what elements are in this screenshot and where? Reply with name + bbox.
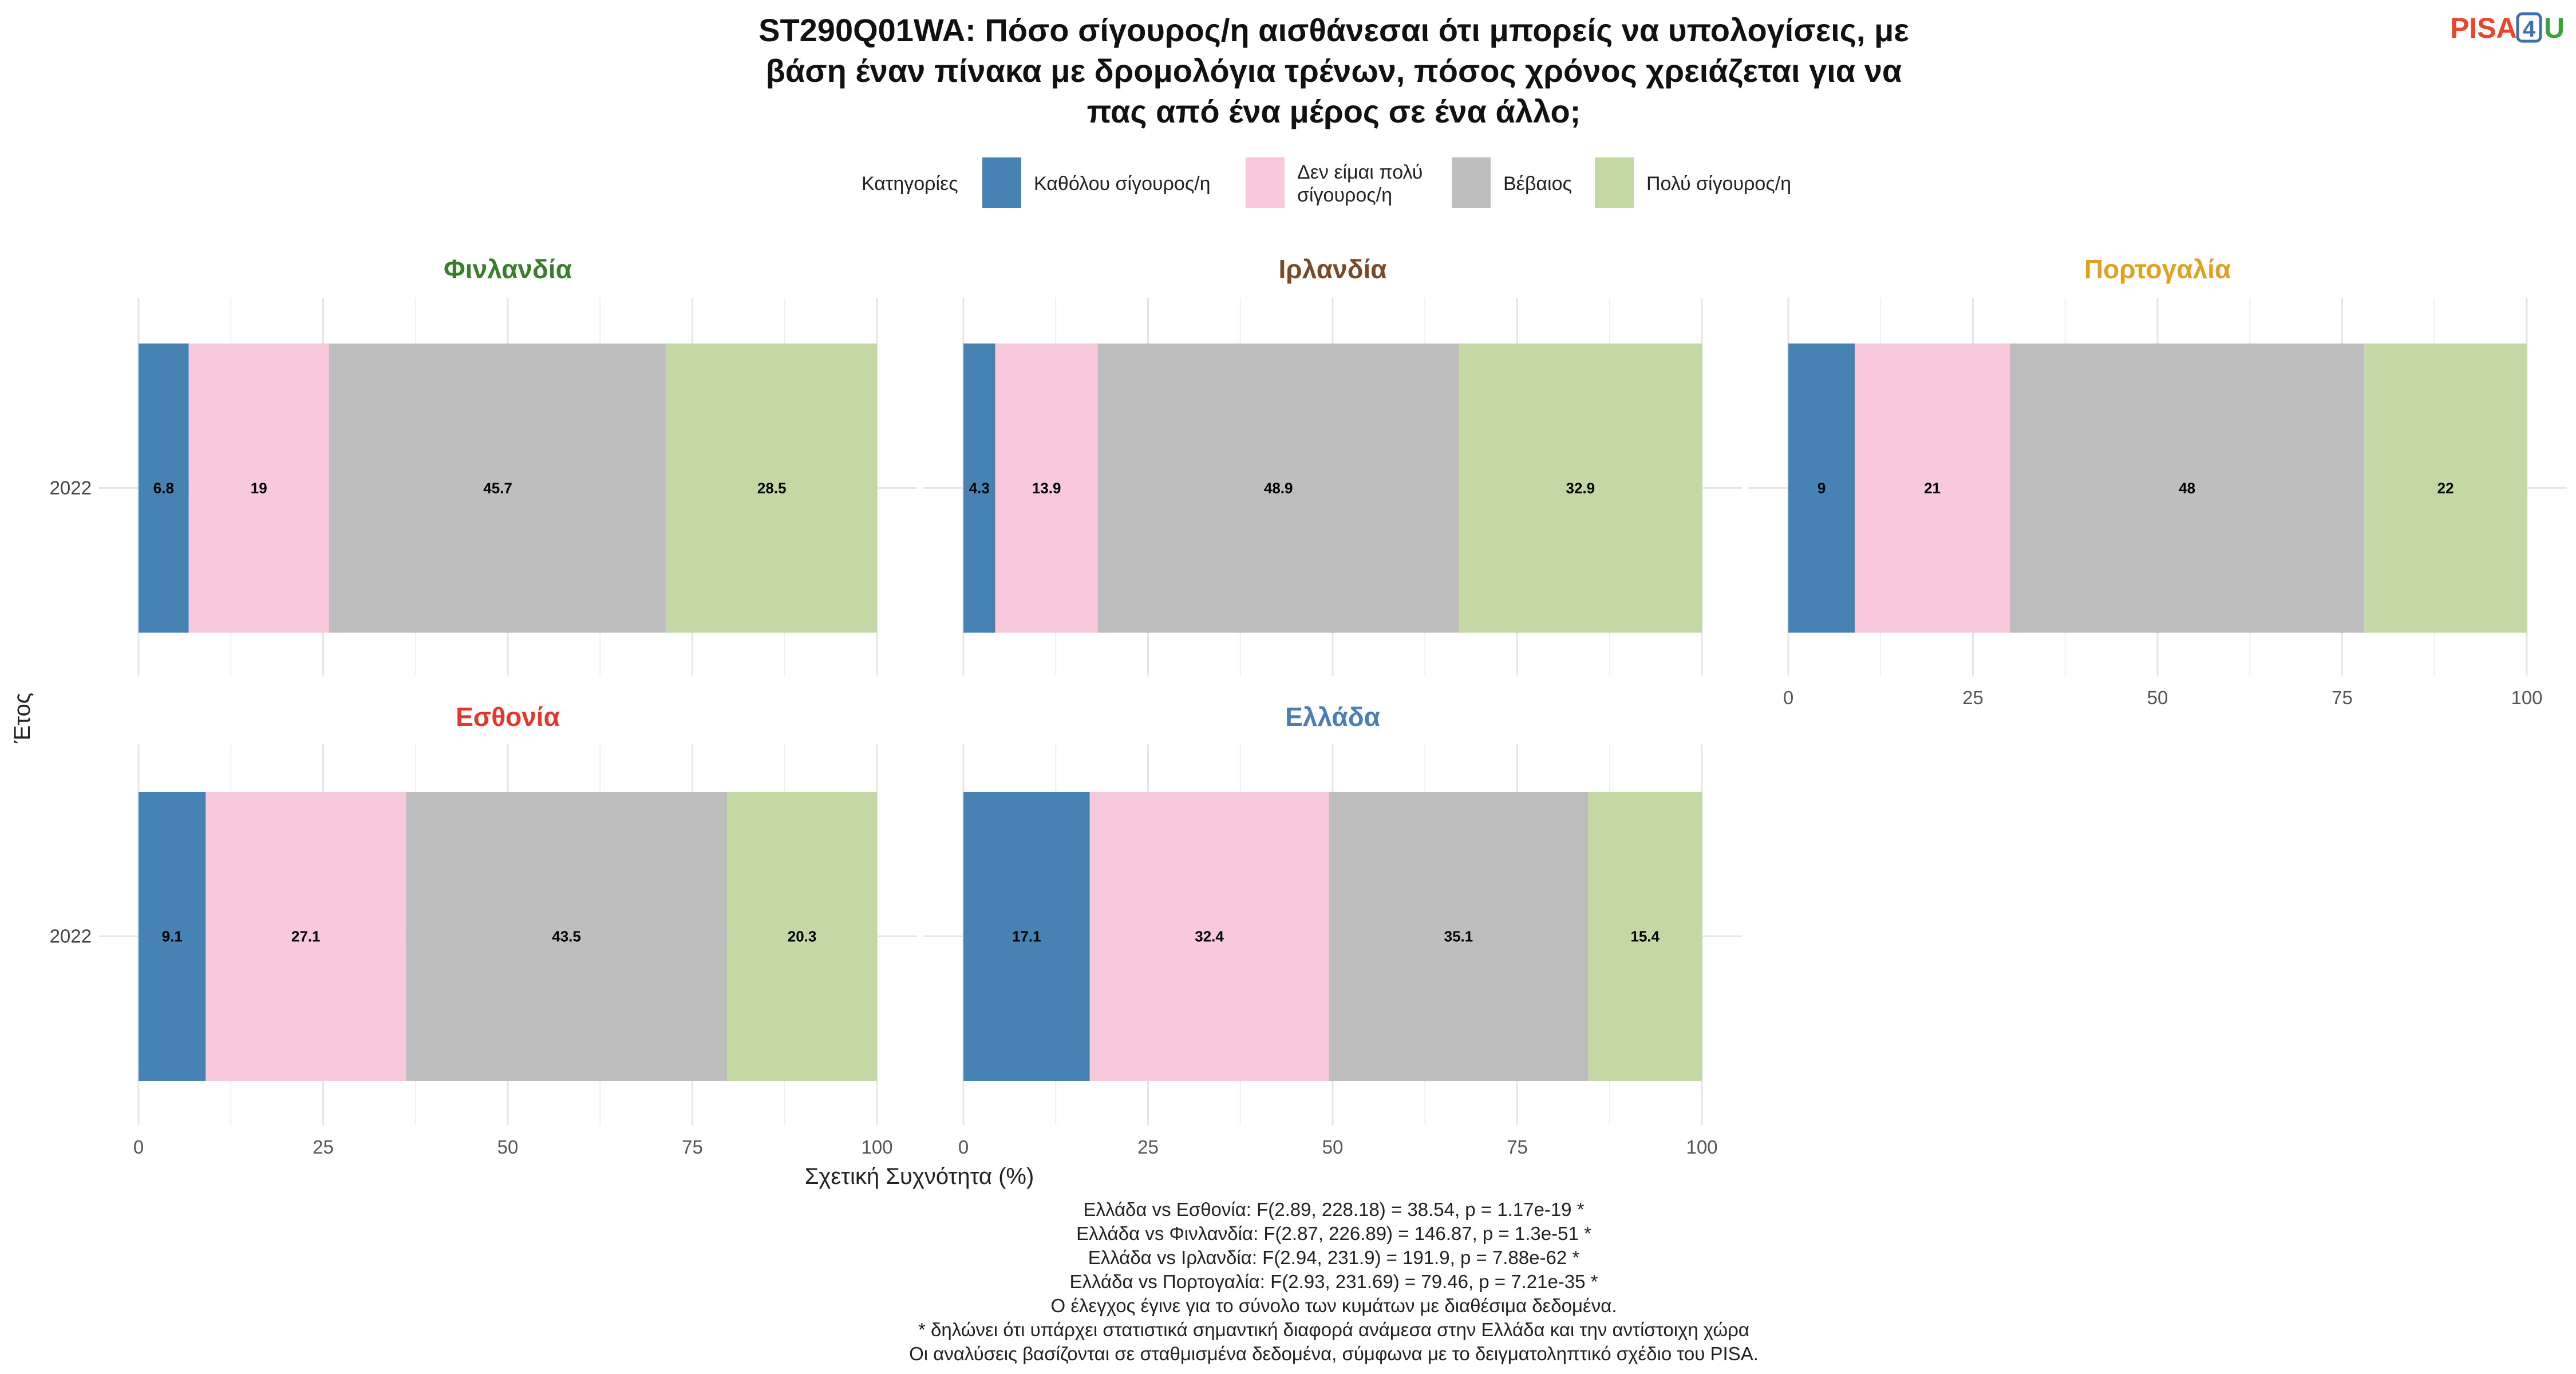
panel-2: Ιρλανδία 4.3 13.9 48.9 32.9	[923, 254, 1742, 676]
bar-segment	[139, 344, 189, 633]
x-tick-label: 25	[313, 1136, 334, 1158]
bar-segment	[405, 792, 728, 1081]
bar-label: 32.4	[1195, 928, 1224, 945]
y-axis-title: Έτος	[10, 693, 35, 744]
x-tick-label: 100	[2511, 687, 2542, 708]
panel-title: Ιρλανδία	[1278, 254, 1386, 284]
bar-label: 9.1	[162, 928, 183, 945]
bar-label: 17.1	[1012, 928, 1041, 945]
panel-title: Ελλάδα	[1285, 702, 1380, 732]
logo-text-pisa: PISA	[2450, 12, 2517, 44]
legend-label-2-line-2: σίγουρος/η	[1297, 184, 1392, 206]
logo-text-4: 4	[2523, 17, 2536, 42]
bar-label: 9	[1818, 480, 1826, 497]
x-tick-label: 50	[1322, 1136, 1344, 1158]
bar-segment	[2364, 344, 2527, 633]
bar-label: 45.7	[483, 480, 512, 497]
bar-label: 27.1	[291, 928, 321, 945]
year-tick-label: 2022	[50, 926, 92, 947]
x-tick-label: 75	[1507, 1136, 1528, 1158]
bar-label: 28.5	[757, 480, 787, 497]
bar-segment	[1459, 344, 1702, 633]
bar-segment	[139, 792, 206, 1081]
bar-label: 21	[1924, 480, 1941, 497]
x-tick-label: 50	[497, 1136, 519, 1158]
footnote-line-6: * δηλώνει ότι υπάρχει στατιστικά σημαντι…	[918, 1319, 1749, 1340]
bar-segment	[963, 344, 995, 633]
bar-label: 22	[2437, 480, 2454, 497]
footnotes: Ελλάδα vs Εσθονία: F(2.89, 228.18) = 38.…	[909, 1199, 1759, 1364]
bar-label: 19	[251, 480, 267, 497]
x-tick-label: 25	[1962, 687, 1984, 708]
bar-segment	[1329, 792, 1589, 1081]
legend-title: Κατηγορίες	[862, 173, 958, 195]
x-tick-label: 75	[682, 1136, 703, 1158]
legend-swatch-1	[982, 157, 1021, 208]
legend: Κατηγορίες Καθόλου σίγουρος/η Δεν είμαι π…	[862, 157, 1791, 208]
footnote-line-2: Ελλάδα vs Φινλανδία: F(2.87, 226.89) = 1…	[1076, 1223, 1591, 1244]
x-tick-label: 75	[2332, 687, 2353, 708]
x-tick-label: 25	[1137, 1136, 1159, 1158]
legend-label-1: Καθόλου σίγουρος/η	[1034, 173, 1211, 195]
legend-label-2-line-1: Δεν είμαι πολύ	[1297, 161, 1423, 183]
bar-label: 48	[2179, 480, 2195, 497]
x-tick-label: 0	[1783, 687, 1793, 708]
logo-text-u: U	[2544, 12, 2565, 44]
bar-label: 20.3	[788, 928, 817, 945]
panel-5: Ελλάδα 17.1 32.4 35.1 15.4 0 25 50 75 100	[923, 702, 1742, 1158]
x-tick-label: 100	[1686, 1136, 1717, 1158]
footnote-line-5: Ο έλεγχος έγινε για το σύνολο των κυμάτω…	[1051, 1295, 1617, 1316]
bar-segment	[188, 344, 329, 633]
bar-label: 15.4	[1630, 928, 1660, 945]
bar-label: 48.9	[1264, 480, 1293, 497]
legend-label-4: Πολύ σίγουρος/η	[1646, 173, 1791, 195]
x-axis-title: Σχετική Συχνότητα (%)	[805, 1164, 1034, 1189]
footnote-line-7: Οι αναλύσεις βασίζονται σε σταθμισμένα δ…	[909, 1343, 1759, 1364]
bar-segment	[1788, 344, 1855, 633]
bar-segment	[1097, 344, 1459, 633]
bar-label: 35.1	[1444, 928, 1473, 945]
bar-label: 6.8	[153, 480, 174, 497]
bar-segment	[1089, 792, 1329, 1081]
panel-4: Εσθονία 9.1 27.1 43.5 20.3 2022 0 25 50 75 100	[50, 702, 917, 1158]
x-tick-label: 0	[958, 1136, 969, 1158]
panel-title: Εσθονία	[456, 702, 560, 732]
bar-segment	[1855, 344, 2010, 633]
footnote-line-3: Ελλάδα vs Ιρλανδία: F(2.94, 231.9) = 191…	[1088, 1247, 1580, 1268]
chart-title: ST290Q01WA: Πόσο σίγουρος/η αισθάνεσαι ό…	[758, 12, 1909, 129]
logo-box-icon	[2516, 12, 2542, 43]
x-tick-label: 50	[2147, 687, 2168, 708]
bar-label: 4.3	[969, 480, 990, 497]
year-tick-label: 2022	[50, 477, 92, 499]
panel-3: Πορτογαλία 9 21 48 22 0 25 50 75 100	[1748, 254, 2567, 708]
bar-segment	[1588, 792, 1702, 1081]
title-line-1: ST290Q01WA: Πόσο σίγουρος/η αισθάνεσαι ό…	[758, 12, 1909, 48]
pisa4u-logo: PISA 4 U	[2450, 12, 2565, 44]
bar-segment	[963, 792, 1090, 1081]
bar-segment	[666, 344, 877, 633]
legend-swatch-4	[1595, 157, 1634, 208]
footnote-line-1: Ελλάδα vs Εσθονία: F(2.89, 228.18) = 38.…	[1083, 1199, 1584, 1220]
bar-segment	[995, 344, 1098, 633]
panel-title: Φινλανδία	[444, 254, 572, 284]
title-line-3: πας από ένα μέρος σε ένα άλλο;	[1087, 93, 1581, 129]
bar-segment	[2010, 344, 2365, 633]
legend-label-3: Βέβαιος	[1503, 173, 1572, 195]
bar-segment	[727, 792, 877, 1081]
legend-swatch-2	[1246, 157, 1285, 208]
panel-1: Φινλανδία 6.8 19 45.7 28.5 2022	[50, 254, 917, 676]
bar-label: 32.9	[1566, 480, 1595, 497]
footnote-line-4: Ελλάδα vs Πορτογαλία: F(2.93, 231.69) = …	[1069, 1271, 1598, 1292]
x-tick-label: 0	[133, 1136, 144, 1158]
bar-label: 43.5	[552, 928, 581, 945]
title-line-2: βάση έναν πίνακα με δρομολόγια τρένων, π…	[766, 53, 1902, 89]
bar-segment	[206, 792, 406, 1081]
bar-segment	[329, 344, 667, 633]
bar-label: 13.9	[1032, 480, 1061, 497]
panel-title: Πορτογαλία	[2084, 254, 2231, 284]
facet-panels: Φινλανδία 6.8 19 45.7 28.5 2022 Ιρλανδία 4.3 13.…	[50, 254, 2567, 1158]
x-tick-label: 100	[861, 1136, 892, 1158]
legend-swatch-3	[1452, 157, 1491, 208]
